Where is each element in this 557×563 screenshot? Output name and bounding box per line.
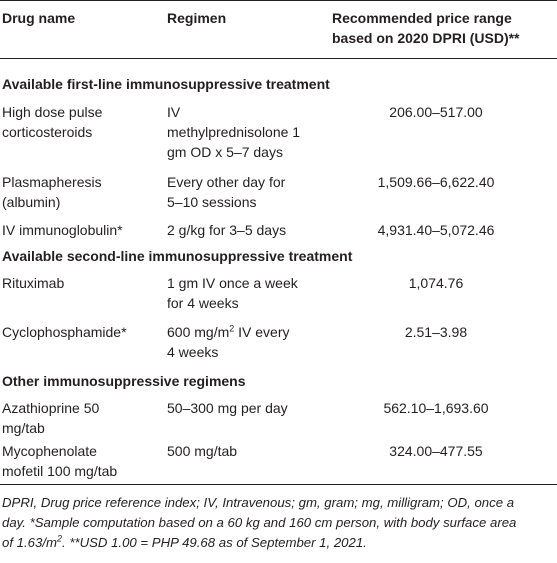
section-title: Other immunosuppressive regimens [2, 373, 246, 389]
drug-name: Rituximab [2, 275, 65, 291]
drug-name: mofetil 100 mg/tab [2, 463, 118, 479]
regimen: 50–300 mg per day [167, 400, 288, 416]
drug-name: mg/tab [2, 420, 45, 436]
regimen: 4 weeks [167, 344, 219, 360]
regimen: IV [167, 104, 181, 120]
superscript: 2 [56, 533, 62, 544]
regimen: for 4 weeks [167, 295, 239, 311]
regimen-dose: 600 mg/m [167, 324, 230, 340]
drug-name: High dose pulse [2, 104, 103, 120]
header-rule [0, 58, 557, 59]
price-range: 324.00–477.55 [389, 443, 483, 459]
drug-name: (albumin) [2, 194, 61, 210]
drug-name: IV immunoglobulin* [2, 222, 123, 238]
top-rule [0, 0, 557, 1]
header-price-line1: Recommended price range [332, 10, 512, 26]
price-range: 2.51–3.98 [404, 324, 468, 340]
footnote-line: of 1.63/m2. **USD 1.00 = PHP 49.68 as of… [2, 533, 555, 553]
regimen-route: IV every [234, 324, 290, 340]
price-range: 562.10–1,693.60 [383, 400, 489, 416]
regimen: 500 mg/tab [167, 443, 238, 459]
drug-name: Mycophenolate [2, 443, 97, 459]
drug-name: Cyclophosphamide* [2, 324, 127, 340]
regimen: gm OD x 5–7 days [167, 144, 283, 160]
table-footnote: DPRI, Drug price reference index; IV, In… [2, 493, 555, 553]
price-range: 206.00–517.00 [389, 104, 483, 120]
footnote-text: of 1.63/m [2, 535, 57, 550]
footnote-line: DPRI, Drug price reference index; IV, In… [2, 495, 515, 510]
bottom-rule [0, 484, 557, 485]
footnote-line: day. *Sample computation based on a 60 k… [2, 515, 517, 530]
price-range: 4,931.40–5,072.46 [377, 222, 495, 238]
price-range: 1,509.66–6,622.40 [377, 174, 495, 190]
regimen: 2 g/kg for 3–5 days [167, 222, 287, 238]
header-price-line2: based on 2020 DPRI (USD)** [332, 30, 520, 46]
regimen: 1 gm IV once a week [167, 275, 298, 291]
regimen: Every other day for [167, 174, 286, 190]
superscript: 2 [229, 323, 235, 334]
drug-name: corticosteroids [2, 124, 93, 140]
header-regimen: Regimen [167, 10, 227, 26]
drug-name: Azathioprine 50 [2, 400, 100, 416]
section-title: Available second-line immunosuppressive … [2, 248, 353, 264]
regimen: methylprednisolone 1 [167, 124, 301, 140]
regimen: 5–10 sessions [167, 194, 257, 210]
section-title: Available first-line immunosuppressive t… [2, 76, 330, 92]
header-drug-name: Drug name [2, 10, 76, 26]
price-range: 1,074.76 [408, 275, 464, 291]
footnote-text: . **USD 1.00 = PHP 49.68 as of September… [62, 535, 367, 550]
drug-name: Plasmapheresis [2, 174, 102, 190]
regimen: 600 mg/m2 IV every [167, 322, 290, 342]
